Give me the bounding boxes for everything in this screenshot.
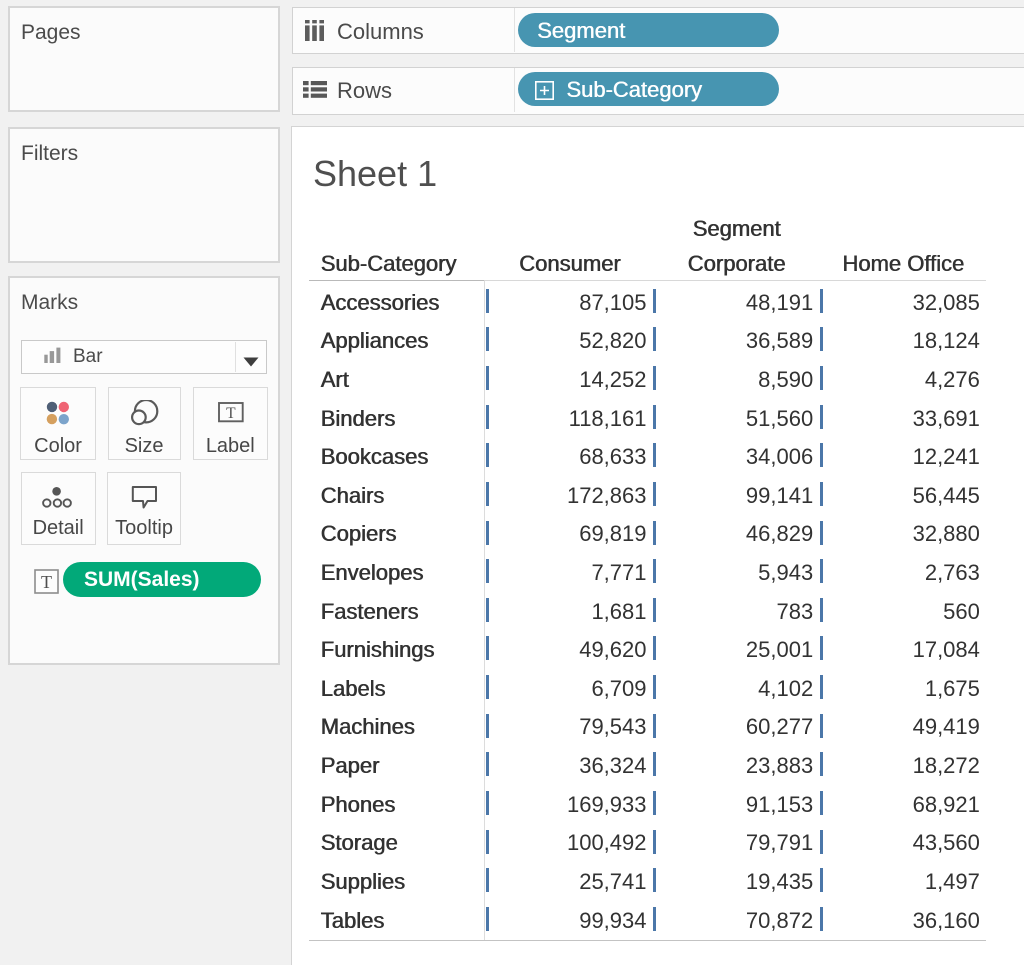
svg-text:T: T bbox=[41, 572, 52, 592]
svg-text:T: T bbox=[226, 405, 236, 422]
